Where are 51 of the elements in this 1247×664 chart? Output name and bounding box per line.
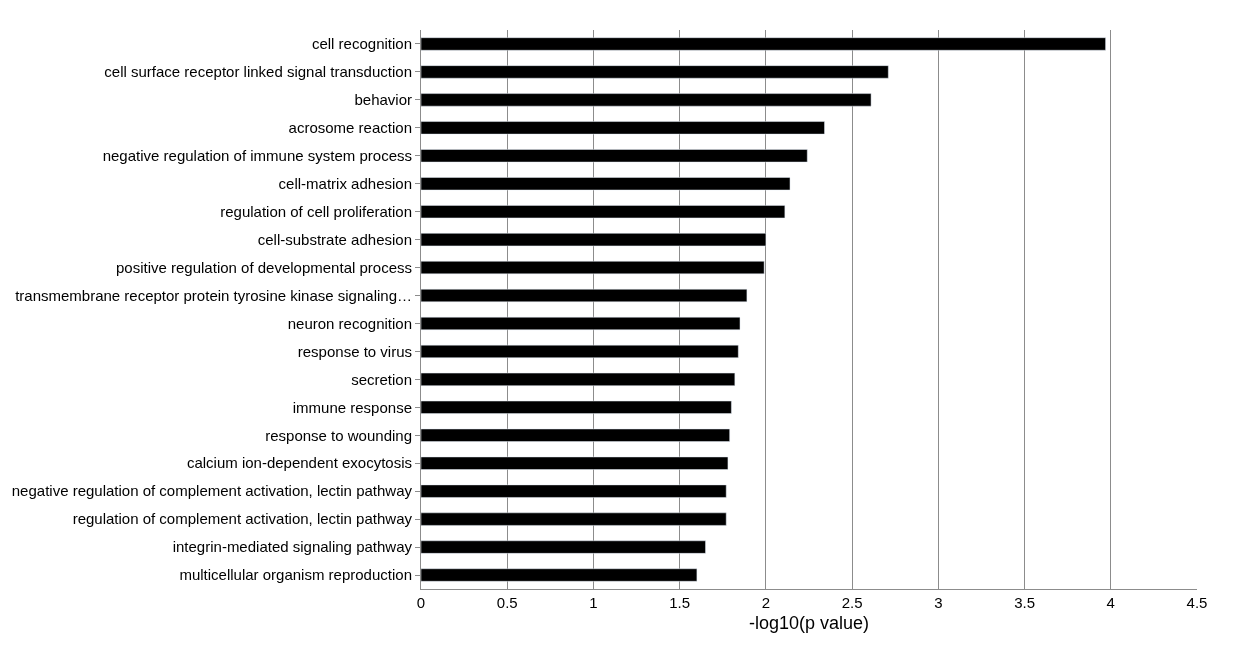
bar xyxy=(421,205,786,219)
x-tick-label: 4 xyxy=(1106,594,1115,611)
y-tick-label: cell-matrix adhesion xyxy=(278,174,412,192)
bar xyxy=(421,121,825,135)
bar xyxy=(421,288,748,303)
x-tick-label: 0.5 xyxy=(496,594,518,611)
bar xyxy=(421,316,741,331)
x-axis-title: -log10(p value) xyxy=(748,613,870,634)
x-tick-label: 3.5 xyxy=(1014,594,1035,611)
y-tick-label: neuron recognition xyxy=(287,314,412,332)
y-tick-label: response to virus xyxy=(297,342,412,360)
x-tick-label: 0 xyxy=(416,594,426,611)
y-tick-label: negative regulation of complement activation, lectin pathway xyxy=(11,482,413,500)
y-tick-label: regulation of cell proliferation xyxy=(220,202,412,220)
y-tick-label: secretion xyxy=(351,370,412,388)
bar xyxy=(421,93,872,107)
bar xyxy=(421,512,727,526)
x-tick-label: 3 xyxy=(934,594,943,611)
y-tick-label: calcium ion-dependent exocytosis xyxy=(186,454,412,472)
y-tick-label: negative regulation of immune system process xyxy=(102,147,412,165)
bar xyxy=(421,484,727,498)
bar xyxy=(421,149,808,163)
y-tick-label: cell recognition xyxy=(311,35,412,53)
bar xyxy=(421,233,767,247)
y-tick-label: multicellular organism reproduction xyxy=(179,566,412,584)
bar xyxy=(421,428,730,442)
y-tick-label: behavior xyxy=(354,91,412,109)
bar xyxy=(421,177,791,191)
bar xyxy=(421,344,739,358)
x-tick-label: 2 xyxy=(761,594,771,611)
bar xyxy=(421,37,1106,51)
bar xyxy=(421,372,736,386)
y-tick-label: cell-substrate adhesion xyxy=(257,230,412,248)
y-tick-label: response to wounding xyxy=(265,426,412,444)
y-tick-label: cell surface receptor linked signal transduction xyxy=(104,63,412,81)
x-tick-label: 1.5 xyxy=(669,594,691,611)
y-tick-label: regulation of complement activation, lectin pathway xyxy=(72,510,413,528)
y-tick-label: acrosome reaction xyxy=(288,119,412,137)
x-tick-label: 4.5 xyxy=(1186,594,1208,611)
y-tick-label: integrin-mediated signaling pathway xyxy=(172,538,413,556)
x-tick-label: 1 xyxy=(589,594,598,611)
bar xyxy=(421,261,765,275)
bar xyxy=(421,65,889,79)
bar xyxy=(421,568,698,582)
y-tick-label: immune response xyxy=(292,398,412,416)
bar xyxy=(421,540,706,554)
bar xyxy=(421,456,729,470)
y-tick-label: transmembrane receptor protein tyrosine kinase signaling… xyxy=(15,286,412,304)
bar xyxy=(421,400,732,414)
x-tick-label: 2.5 xyxy=(841,594,863,611)
y-tick-label: positive regulation of developmental process xyxy=(115,258,412,276)
